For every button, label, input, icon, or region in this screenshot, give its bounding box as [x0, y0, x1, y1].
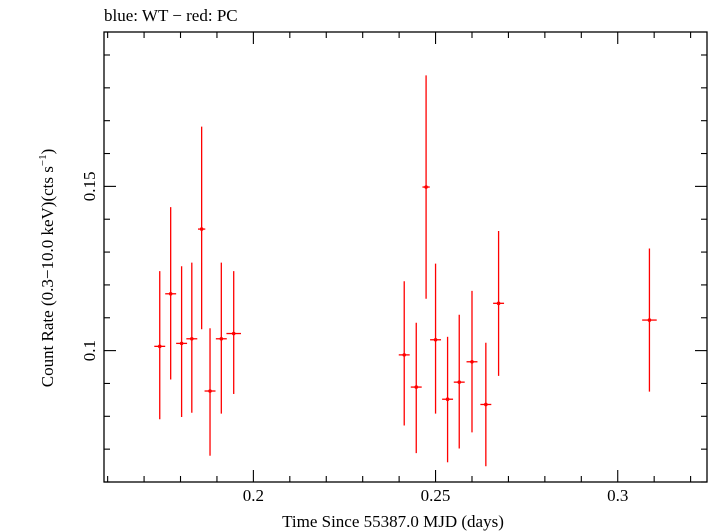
data-point [480, 342, 492, 467]
data-point [176, 266, 188, 417]
point-marker [179, 341, 184, 346]
data-point [226, 271, 241, 394]
point-marker [208, 389, 212, 393]
point-marker [647, 318, 652, 322]
data-point [493, 231, 505, 376]
data-points [154, 75, 657, 467]
data-point [204, 328, 216, 456]
plot-frame [103, 31, 708, 483]
point-marker [219, 336, 224, 341]
point-marker [414, 385, 419, 389]
y-axis-label: Count Rate (0.3−10.0 keV)(cts s−1) [37, 149, 57, 388]
data-point [430, 263, 442, 414]
point-marker [445, 397, 450, 402]
data-point [215, 262, 227, 414]
x-tick-label: 0.3 [607, 486, 628, 505]
point-marker [402, 353, 407, 357]
chart-title: blue: WT − red: PC [104, 6, 238, 25]
x-tick-label: 0.2 [243, 486, 264, 505]
data-point [442, 336, 454, 463]
y-axis-label-main: Count Rate (0.3−10.0 keV)(cts s [38, 166, 57, 387]
point-marker [157, 344, 162, 349]
data-point [165, 207, 177, 380]
point-marker [433, 337, 438, 342]
point-marker [484, 402, 488, 407]
axis-ticks [104, 32, 707, 483]
data-point [466, 290, 478, 433]
point-marker [199, 227, 204, 231]
point-marker [231, 331, 236, 336]
data-point [154, 271, 166, 420]
point-marker [470, 359, 474, 364]
point-marker [190, 336, 194, 341]
x-axis-label: Time Since 55387.0 MJD (days) [282, 512, 504, 531]
point-marker [424, 185, 428, 189]
y-tick-label: 0.1 [80, 340, 99, 361]
data-point [198, 126, 206, 330]
data-point [186, 262, 198, 413]
point-marker [457, 380, 462, 384]
data-point [422, 75, 430, 299]
data-point [642, 248, 657, 392]
x-tick-label: 0.25 [421, 486, 451, 505]
data-point [398, 281, 410, 426]
y-axis-label-close: ) [38, 149, 57, 155]
data-point [453, 314, 465, 449]
point-marker [496, 301, 501, 306]
data-point [410, 322, 422, 454]
point-marker [168, 291, 173, 296]
axis-tick-labels: 0.2 0.25 0.3 0.1 0.15 [80, 172, 628, 505]
y-tick-label: 0.15 [80, 172, 99, 202]
y-axis-label-sup: −1 [37, 154, 49, 166]
